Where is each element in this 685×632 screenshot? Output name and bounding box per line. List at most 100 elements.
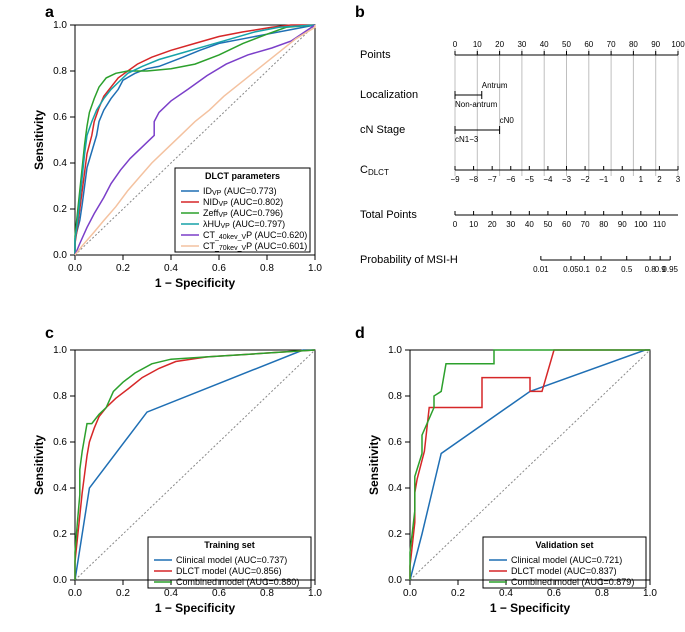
svg-text:Training set: Training set <box>204 540 255 550</box>
svg-text:1.0: 1.0 <box>388 345 402 356</box>
svg-text:50: 50 <box>562 40 571 49</box>
svg-text:Combined model (AUC=0.880): Combined model (AUC=0.880) <box>176 577 299 587</box>
svg-text:0.01: 0.01 <box>533 265 549 274</box>
svg-text:−4: −4 <box>543 175 553 184</box>
svg-text:−5: −5 <box>525 175 535 184</box>
svg-text:0.4: 0.4 <box>53 158 67 169</box>
svg-text:90: 90 <box>651 40 660 49</box>
svg-text:110: 110 <box>653 220 666 229</box>
svg-text:0.8: 0.8 <box>260 263 274 274</box>
svg-text:100: 100 <box>671 40 685 49</box>
svg-text:0.8: 0.8 <box>595 588 609 599</box>
svg-text:20: 20 <box>495 40 504 49</box>
panel-d-label: d <box>355 325 365 343</box>
nomogram-panel-b: Points0102030405060708090100Localization… <box>360 0 685 300</box>
svg-text:40: 40 <box>525 220 534 229</box>
svg-text:Validation set: Validation set <box>535 540 593 550</box>
svg-text:DLCT parameters: DLCT parameters <box>205 171 280 181</box>
svg-text:0.2: 0.2 <box>451 588 465 599</box>
svg-text:Probability of MSI-H: Probability of MSI-H <box>360 254 458 266</box>
svg-text:Sensitivity: Sensitivity <box>32 435 46 495</box>
svg-text:10: 10 <box>473 40 482 49</box>
svg-text:10: 10 <box>469 220 478 229</box>
svg-text:−7: −7 <box>488 175 498 184</box>
svg-text:0.2: 0.2 <box>388 529 402 540</box>
svg-text:CDLCT: CDLCT <box>360 164 389 177</box>
svg-text:1: 1 <box>639 175 644 184</box>
svg-text:20: 20 <box>488 220 497 229</box>
svg-text:0.6: 0.6 <box>388 437 402 448</box>
svg-text:Points: Points <box>360 49 391 61</box>
svg-text:1 − Specificity: 1 − Specificity <box>155 601 236 615</box>
svg-text:0.0: 0.0 <box>388 575 402 586</box>
svg-text:2: 2 <box>657 175 662 184</box>
svg-text:0.2: 0.2 <box>53 204 67 215</box>
svg-text:0.6: 0.6 <box>212 588 226 599</box>
svg-text:60: 60 <box>562 220 571 229</box>
svg-text:70: 70 <box>607 40 616 49</box>
svg-text:Clinical model (AUC=0.721): Clinical model (AUC=0.721) <box>511 555 622 565</box>
svg-text:−6: −6 <box>506 175 516 184</box>
svg-text:0.8: 0.8 <box>260 588 274 599</box>
svg-text:0.0: 0.0 <box>68 588 82 599</box>
svg-text:IDVP (AUC=0.773): IDVP (AUC=0.773) <box>203 186 277 197</box>
svg-text:0.05: 0.05 <box>563 265 579 274</box>
svg-text:0.6: 0.6 <box>547 588 561 599</box>
svg-text:1.0: 1.0 <box>53 20 67 31</box>
svg-text:100: 100 <box>634 220 648 229</box>
svg-text:DLCT model (AUC=0.837): DLCT model (AUC=0.837) <box>511 566 617 576</box>
svg-text:−8: −8 <box>469 175 479 184</box>
svg-text:0.4: 0.4 <box>388 483 402 494</box>
svg-text:0.8: 0.8 <box>388 391 402 402</box>
svg-text:−3: −3 <box>562 175 572 184</box>
svg-text:0.4: 0.4 <box>499 588 513 599</box>
svg-text:0.4: 0.4 <box>164 588 178 599</box>
svg-text:0.4: 0.4 <box>53 483 67 494</box>
svg-text:80: 80 <box>629 40 638 49</box>
svg-text:0: 0 <box>620 175 625 184</box>
svg-text:Antrum: Antrum <box>482 81 508 90</box>
svg-text:DLCT model (AUC=0.856): DLCT model (AUC=0.856) <box>176 566 282 576</box>
svg-text:1 − Specificity: 1 − Specificity <box>490 601 571 615</box>
svg-text:0.2: 0.2 <box>116 263 130 274</box>
svg-text:NIDVP (AUC=0.802): NIDVP (AUC=0.802) <box>203 197 283 208</box>
svg-text:60: 60 <box>584 40 593 49</box>
svg-text:−1: −1 <box>599 175 609 184</box>
svg-text:40: 40 <box>540 40 549 49</box>
svg-text:0.0: 0.0 <box>53 250 67 261</box>
svg-text:0.6: 0.6 <box>53 112 67 123</box>
svg-text:0: 0 <box>453 40 458 49</box>
svg-text:Sensitivity: Sensitivity <box>32 110 46 170</box>
svg-text:30: 30 <box>506 220 515 229</box>
svg-text:0.0: 0.0 <box>403 588 417 599</box>
svg-text:ZeffVP (AUC=0.796): ZeffVP (AUC=0.796) <box>203 208 283 219</box>
svg-text:1.0: 1.0 <box>308 263 322 274</box>
svg-text:−2: −2 <box>581 175 591 184</box>
svg-text:0.0: 0.0 <box>68 263 82 274</box>
svg-text:Non-antrum: Non-antrum <box>455 100 498 109</box>
svg-text:Combined model (AUC=0.879): Combined model (AUC=0.879) <box>511 577 634 587</box>
svg-text:cN Stage: cN Stage <box>360 124 405 136</box>
svg-text:50: 50 <box>543 220 552 229</box>
svg-text:0.95: 0.95 <box>662 265 678 274</box>
roc-panel-c: 0.00.00.20.20.40.40.60.60.80.81.01.01 − … <box>30 325 330 625</box>
svg-text:cN1−3: cN1−3 <box>455 135 479 144</box>
roc-panel-d: 0.00.00.20.20.40.40.60.60.80.81.01.01 − … <box>365 325 665 625</box>
svg-text:0.8: 0.8 <box>53 391 67 402</box>
roc-panel-a: 0.00.00.20.20.40.40.60.60.80.81.01.01 − … <box>30 0 330 300</box>
svg-text:0.0: 0.0 <box>53 575 67 586</box>
svg-text:0.2: 0.2 <box>596 265 608 274</box>
svg-text:cN0: cN0 <box>500 116 515 125</box>
svg-text:80: 80 <box>599 220 608 229</box>
svg-text:CT_70kev_VP (AUC=0.601): CT_70kev_VP (AUC=0.601) <box>203 241 307 252</box>
svg-text:0.8: 0.8 <box>53 66 67 77</box>
svg-text:Total Points: Total Points <box>360 209 417 221</box>
svg-text:Localization: Localization <box>360 89 418 101</box>
svg-text:0.4: 0.4 <box>164 263 178 274</box>
svg-text:90: 90 <box>618 220 627 229</box>
svg-text:0: 0 <box>453 220 458 229</box>
svg-text:Sensitivity: Sensitivity <box>367 435 381 495</box>
svg-text:70: 70 <box>581 220 590 229</box>
svg-text:0.2: 0.2 <box>53 529 67 540</box>
svg-text:Clinical model (AUC=0.737): Clinical model (AUC=0.737) <box>176 555 287 565</box>
